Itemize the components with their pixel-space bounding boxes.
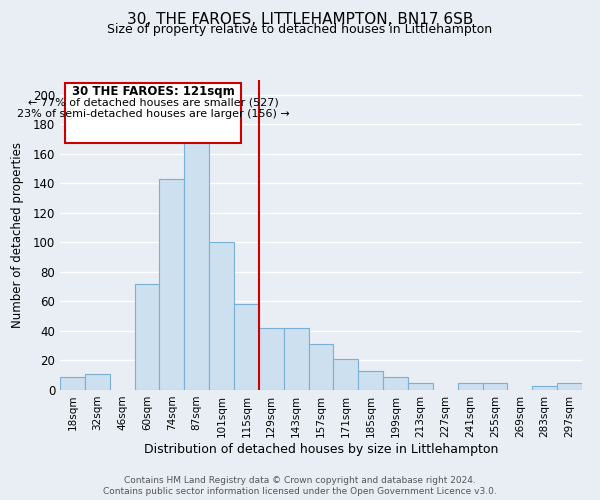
Bar [134,284,160,390]
Text: ← 77% of detached houses are smaller (527): ← 77% of detached houses are smaller (52… [28,98,278,108]
Bar [334,359,358,390]
Text: 23% of semi-detached houses are larger (156) →: 23% of semi-detached houses are larger (… [17,110,290,120]
Bar [308,344,334,390]
Text: Distribution of detached houses by size in Littlehampton: Distribution of detached houses by size … [144,442,498,456]
Bar [383,376,408,390]
Y-axis label: Number of detached properties: Number of detached properties [11,142,25,328]
Text: Contains public sector information licensed under the Open Government Licence v3: Contains public sector information licen… [103,488,497,496]
Bar [259,328,284,390]
Bar [358,371,383,390]
Bar [209,242,234,390]
Bar [532,386,557,390]
Bar [482,382,508,390]
Bar [408,382,433,390]
Text: Size of property relative to detached houses in Littlehampton: Size of property relative to detached ho… [107,24,493,36]
Bar [284,328,308,390]
Bar [234,304,259,390]
Text: 30, THE FAROES, LITTLEHAMPTON, BN17 6SB: 30, THE FAROES, LITTLEHAMPTON, BN17 6SB [127,12,473,28]
Bar [85,374,110,390]
Text: Contains HM Land Registry data © Crown copyright and database right 2024.: Contains HM Land Registry data © Crown c… [124,476,476,485]
Bar [458,382,482,390]
Bar [557,382,582,390]
Text: 30 THE FAROES: 121sqm: 30 THE FAROES: 121sqm [72,86,235,98]
Bar [60,376,85,390]
Bar [160,179,184,390]
Bar [184,142,209,390]
